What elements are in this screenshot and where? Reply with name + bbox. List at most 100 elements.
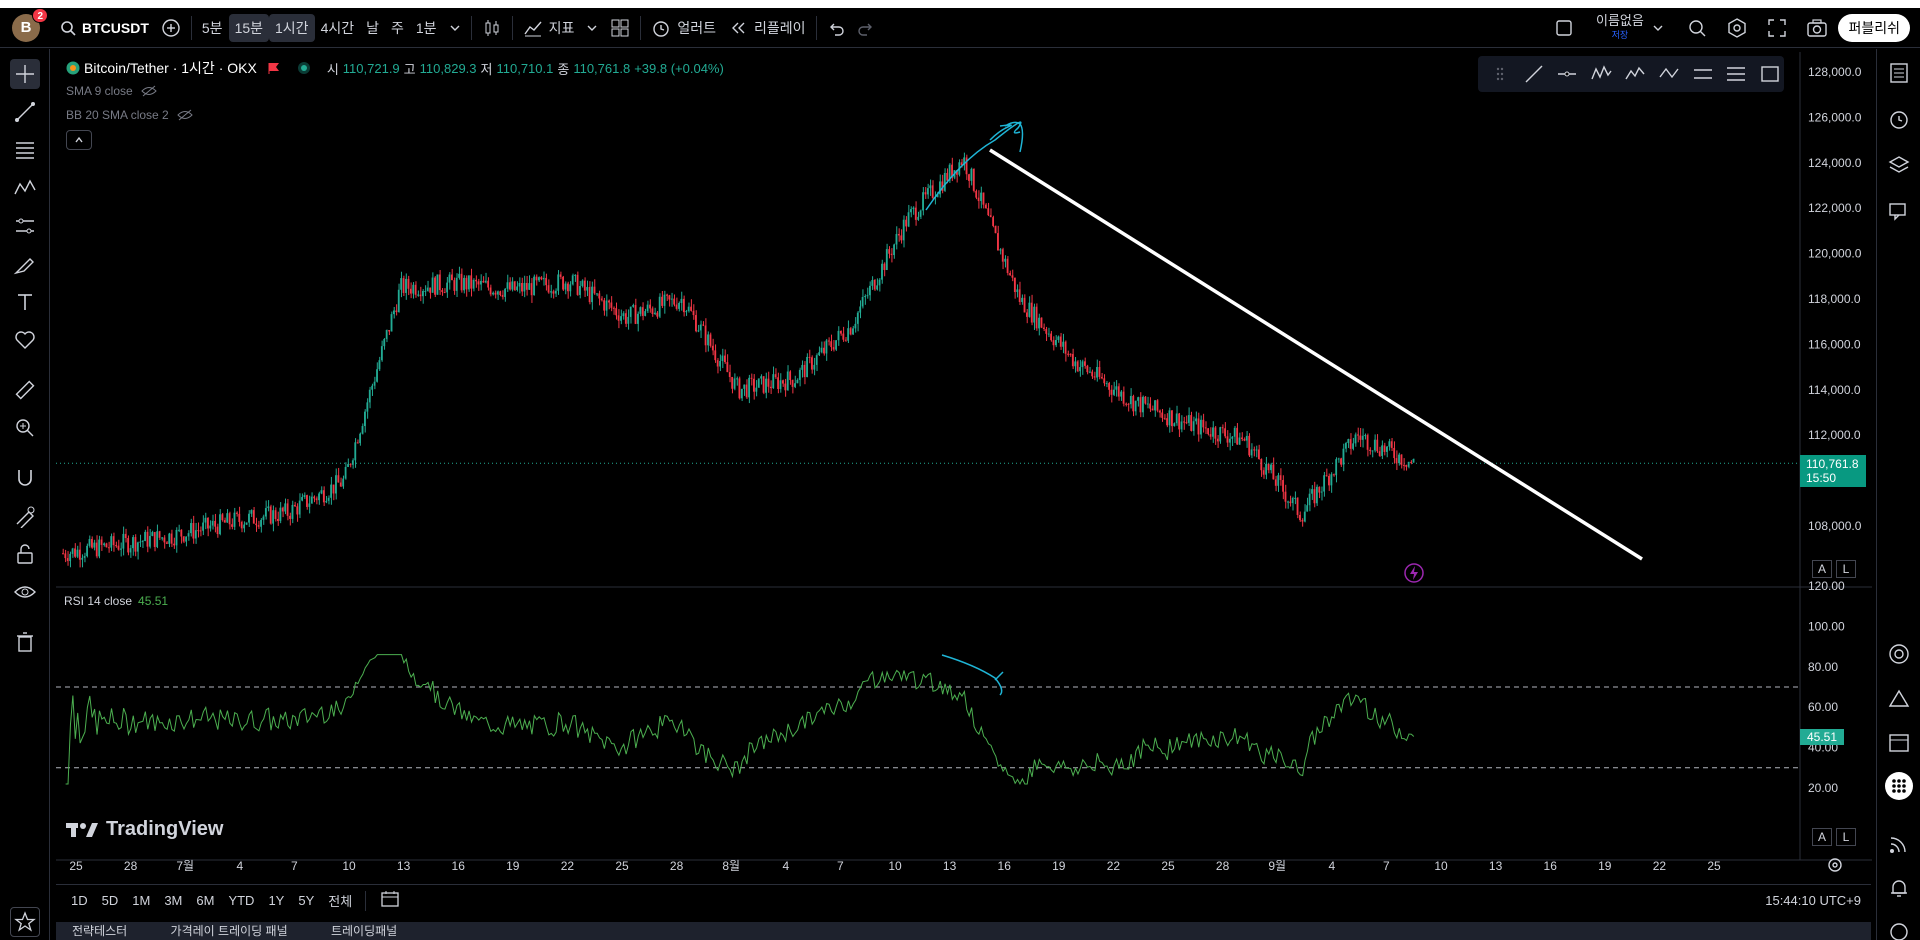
chevron-down-icon[interactable] [1652,22,1664,34]
square-icon[interactable] [1554,18,1574,38]
clock-timezone[interactable]: 15:44:10 UTC+9 [1765,893,1861,908]
candle [895,226,898,250]
candle [257,520,260,529]
auto-scale-button[interactable]: A [1812,560,1832,578]
candle [876,278,879,291]
log-scale-button-rsi[interactable]: L [1836,828,1856,846]
tab-trading-panel[interactable]: 트레이딩패널 [330,924,398,938]
candle [815,353,818,372]
separator [190,15,192,40]
pattern-tool-icon[interactable] [10,173,40,203]
range-ytd[interactable]: YTD [228,893,255,908]
indicators-button[interactable]: 지표 [517,14,581,42]
star-icon[interactable] [10,907,40,937]
interval-5m[interactable]: 5분 [201,19,223,36]
user-avatar[interactable]: B 2 [12,7,48,42]
broadcast-icon[interactable] [1885,830,1913,858]
range-1y[interactable]: 1Y [268,893,285,908]
tab-replay-trading[interactable]: 가격레이 트레이딩 패널 [170,924,288,938]
target-icon[interactable] [1885,640,1913,668]
axis-settings-icon[interactable] [1826,856,1844,874]
replay-button[interactable]: 리플레이 [722,14,812,42]
trash-icon[interactable] [10,627,40,657]
collapse-legend-button[interactable] [66,130,92,150]
chart-type-button[interactable] [476,14,508,42]
pattern-icon[interactable] [1587,60,1615,88]
fib-tool-icon[interactable] [10,135,40,165]
brush-tool-icon[interactable] [10,249,40,279]
range-1m[interactable]: 1M [132,893,151,908]
undo-button[interactable] [821,14,851,42]
help-icon[interactable] [1885,918,1913,940]
alerts-clock-icon[interactable] [1885,105,1913,133]
range-1d[interactable]: 1D [71,893,88,908]
candle [354,438,357,468]
range-5d[interactable]: 5D [101,893,119,908]
notification-bell-icon[interactable] [1885,874,1913,902]
trendline-tool-icon[interactable] [10,97,40,127]
channel-icon[interactable] [1689,60,1717,88]
range-6m[interactable]: 6M [196,893,215,908]
horizontal-line-icon[interactable] [1554,60,1582,88]
fullscreen-icon[interactable] [1766,17,1788,39]
watchlist-icon[interactable] [1885,59,1913,87]
candle [781,379,784,387]
settings-icon[interactable] [1726,17,1748,39]
elliott-wave-icon[interactable] [1621,60,1649,88]
heart-icon[interactable] [10,325,40,355]
drag-handle-icon[interactable] [1486,60,1514,88]
indicator-bb[interactable]: BB 20 SMA close 2 [66,108,193,122]
tradingview-watermark[interactable]: TradingView [66,818,223,841]
range-3m[interactable]: 3M [164,893,183,908]
candle [1139,392,1142,418]
interval-1h[interactable]: 1시간 [269,13,315,42]
magnet-icon[interactable] [10,463,40,493]
interval-15m[interactable]: 15분 [228,13,270,42]
lock-drawing-icon[interactable] [10,501,40,531]
interval-1m[interactable]: 1분 [415,19,437,36]
rectangle-icon[interactable] [1756,60,1784,88]
lock-icon[interactable] [10,539,40,569]
publish-button[interactable]: 퍼블리쉬 [1838,14,1910,42]
rsi-legend[interactable]: RSI 14 close 45.51 [64,594,168,608]
hidden-eye-icon[interactable] [177,109,193,121]
range-5y[interactable]: 5Y [298,893,315,908]
log-scale-button[interactable]: L [1836,560,1856,578]
tab-strategy-tester[interactable]: 전략테스터 [72,924,128,938]
layout-grid-button[interactable] [604,14,636,42]
ruler-icon[interactable] [10,375,40,405]
indicator-sma[interactable]: SMA 9 close [66,84,157,98]
alert-button[interactable]: 얼러트 [645,14,722,42]
text-tool-icon[interactable] [10,287,40,317]
redo-button[interactable] [851,14,881,42]
apps-grid-icon[interactable] [1885,772,1913,800]
interval-week[interactable]: 주 [391,19,404,36]
lightning-icon[interactable] [1403,562,1425,584]
interval-4h[interactable]: 4시간 [320,19,355,36]
indicators-dropdown[interactable] [580,14,604,42]
chat-icon[interactable] [1885,197,1913,225]
eye-icon[interactable] [10,577,40,607]
mountain-icon[interactable] [1885,684,1913,712]
interval-day[interactable]: 날 [366,19,379,36]
zoom-in-icon[interactable] [10,413,40,443]
camera-icon[interactable] [1806,17,1828,39]
add-symbol-button[interactable] [155,14,187,42]
abc-pattern-icon[interactable] [1655,60,1683,88]
interval-dropdown[interactable] [443,14,467,42]
symbol-search[interactable]: BTCUSDT [54,14,155,42]
parallel-channel-icon[interactable] [1722,60,1750,88]
calendar-icon[interactable] [1885,728,1913,756]
range-all[interactable]: 전체 [328,894,353,909]
hidden-eye-icon[interactable] [140,85,157,97]
forecast-tool-icon[interactable] [10,211,40,241]
flag-icon[interactable] [267,61,281,75]
layout-name-button[interactable]: 이름없음 저장 [1596,14,1644,42]
crosshair-icon[interactable] [10,59,40,89]
goto-date-icon[interactable] [372,890,408,911]
auto-scale-button-rsi[interactable]: A [1812,828,1832,846]
layers-icon[interactable] [1885,151,1913,179]
trendline-icon[interactable] [1520,60,1548,88]
quick-search-icon[interactable] [1686,17,1708,39]
